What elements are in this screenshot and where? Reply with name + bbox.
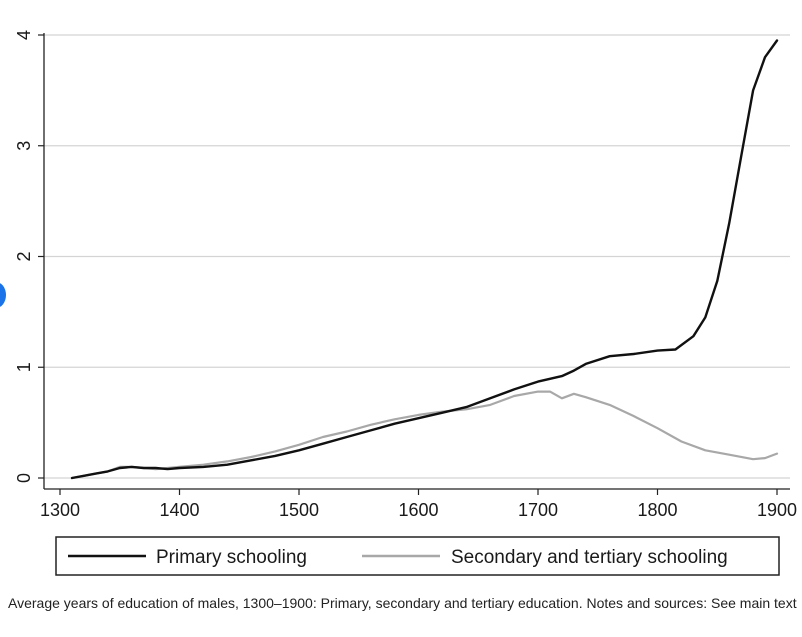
x-tick-label-1700: 1700 [518,500,558,520]
legend-label-primary: Primary schooling [156,547,307,568]
series-lines [70,39,779,480]
x-tick-label-1500: 1500 [279,500,319,520]
x-tick-label-1600: 1600 [398,500,438,520]
y-tick-label-0: 0 [14,473,34,483]
y-tick-label-3: 3 [14,141,34,151]
series-line-primary [70,39,779,480]
gridlines [44,34,790,479]
x-tick-label-1800: 1800 [637,500,677,520]
legend: Primary schooling Secondary and tertiary… [55,536,780,576]
x-tick-label-1900: 1900 [757,500,797,520]
y-tick-label-1: 1 [14,362,34,372]
x-tick-label-1300: 1300 [40,500,80,520]
y-tick-label-2: 2 [14,251,34,261]
axes [43,33,790,490]
legend-label-secondary-tertiary: Secondary and tertiary schooling [451,547,728,568]
side-marker [0,282,6,308]
series-line-secondary-tertiary [70,390,779,480]
y-axis-ticks: 0 1 2 3 4 [14,30,44,483]
line-chart: 0 1 2 3 4 1300 1400 1500 1600 1700 1800 1900 Prima… [14,30,797,576]
y-tick-label-4: 4 [14,30,34,40]
x-tick-label-1400: 1400 [159,500,199,520]
x-axis-ticks: 1300 1400 1500 1600 1700 1800 1900 [40,489,797,520]
figure-caption: Average years of education of males, 130… [8,595,797,611]
